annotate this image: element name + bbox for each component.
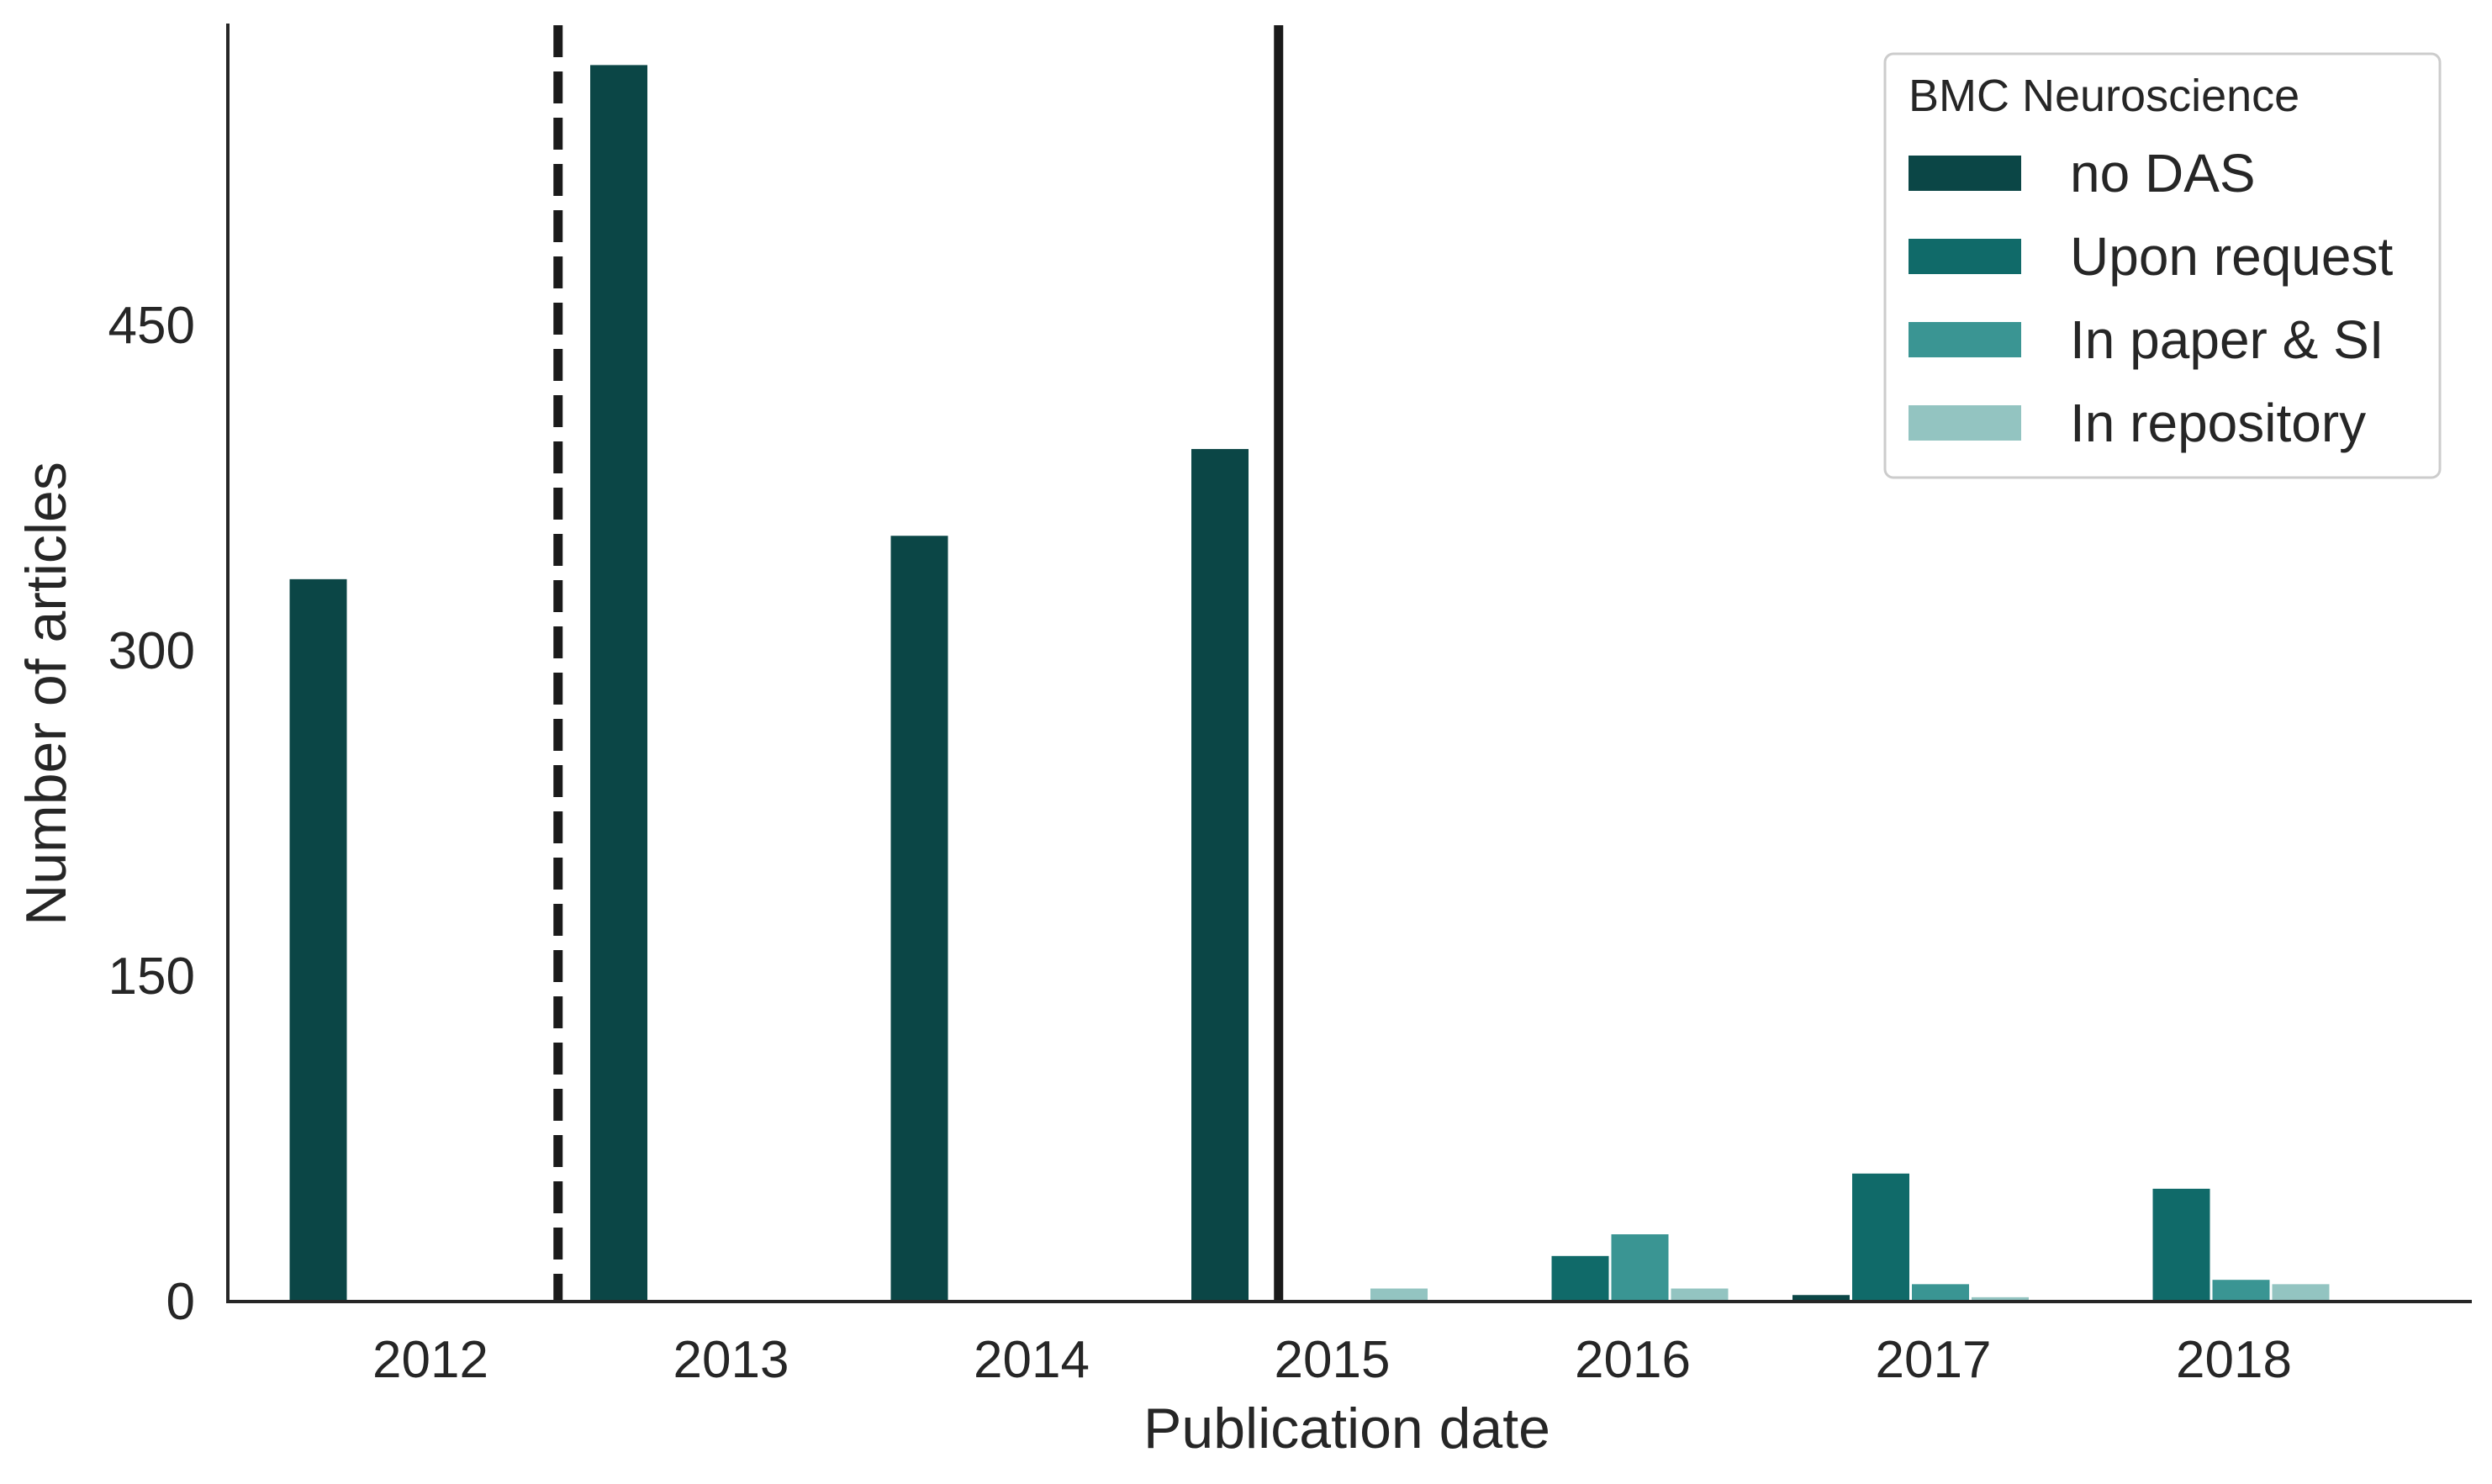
y-tick-label-450: 450: [108, 297, 195, 355]
x-tick-label-2013: 2013: [673, 1331, 789, 1389]
x-tick-label-2014: 2014: [974, 1331, 1090, 1389]
x-tick-label-2015: 2015: [1275, 1331, 1391, 1389]
axes: [226, 24, 2472, 1303]
legend-title: BMC Neuroscience: [1909, 71, 2299, 121]
x-tick-label-2016: 2016: [1575, 1331, 1691, 1389]
bars-group: [289, 65, 2330, 1302]
y-tick-label-150: 150: [108, 948, 195, 1006]
bar-in-paper-si-2017: [1912, 1284, 1969, 1302]
y-tick-label-300: 300: [108, 622, 195, 680]
bar-no-das-2013: [590, 65, 647, 1302]
bar-no-das-2014: [890, 536, 948, 1302]
legend-swatch-in-repository: [1909, 405, 2021, 441]
bar-no-das-2012: [289, 578, 347, 1302]
bar-in-repository-2017: [1972, 1297, 2029, 1302]
x-tick-label-2017: 2017: [1876, 1331, 1992, 1389]
legend-swatch-upon-request: [1909, 239, 2021, 274]
x-tick-label-2012: 2012: [372, 1331, 488, 1389]
y-tick-label-0: 0: [166, 1273, 195, 1331]
x-axis-title: Publication date: [1143, 1397, 1550, 1460]
legend: BMC Neuroscience no DAS Upon request In pa…: [1883, 52, 2442, 479]
reference-lines: [553, 25, 1284, 1302]
legend-items: no DAS Upon request In paper & SI In reposi…: [1909, 143, 2393, 453]
y-axis-title: Number of articles: [14, 462, 78, 926]
bar-in-paper-si-2016: [1611, 1234, 1669, 1302]
legend-frame: [1883, 52, 2442, 479]
legend-label-upon-request: Upon request: [2070, 226, 2393, 287]
legend-label-no-das: no DAS: [2070, 143, 2256, 203]
bar-upon-request-2016: [1551, 1255, 1609, 1302]
y-ticks: 0 150 300 450: [108, 297, 195, 1331]
bar-no-das-2017: [1792, 1295, 1850, 1302]
legend-swatch-in-paper-si: [1909, 322, 2021, 357]
x-ticks: 2012 2013 2014 2015 2016 2017 2018: [372, 1331, 2292, 1389]
bar-upon-request-2018: [2152, 1188, 2210, 1302]
bar-in-repository-2018: [2272, 1284, 2330, 1302]
bar-in-paper-si-2018: [2212, 1280, 2270, 1302]
bar-upon-request-2017: [1852, 1173, 1909, 1302]
bar-in-repository-2016: [1671, 1288, 1729, 1302]
legend-label-in-repository: In repository: [2070, 393, 2366, 453]
legend-swatch-no-das: [1909, 156, 2021, 191]
legend-label-in-paper-si: In paper & SI: [2070, 309, 2384, 370]
bar-no-das-2015: [1191, 449, 1249, 1302]
x-tick-label-2018: 2018: [2176, 1331, 2292, 1389]
bar-in-repository-2015: [1370, 1288, 1428, 1302]
